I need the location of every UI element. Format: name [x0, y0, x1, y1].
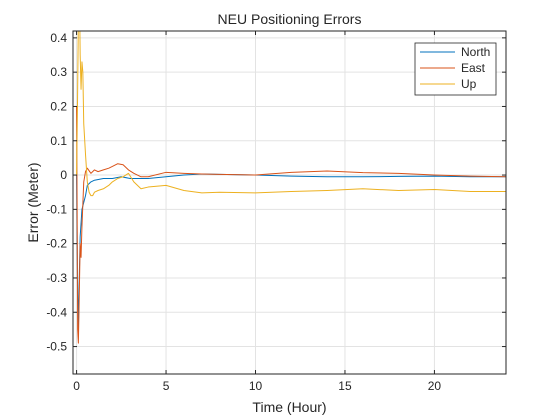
legend-label-north: North [461, 45, 490, 59]
series-line-east [76, 106, 506, 344]
y-tick-label: -0.3 [46, 271, 67, 285]
y-tick-label: 0.3 [50, 65, 67, 79]
x-tick-label: 0 [73, 379, 80, 393]
legend-label-up: Up [461, 77, 477, 91]
x-tick-label: 5 [163, 379, 170, 393]
y-tick-label: 0.1 [50, 134, 67, 148]
x-tick-label: 15 [338, 379, 352, 393]
y-axis-label: Error (Meter) [25, 162, 41, 242]
series-line-north [76, 173, 506, 330]
series-line-up [76, 31, 506, 197]
series-layer [76, 31, 506, 344]
ticks [73, 31, 506, 374]
x-axis-label: Time (Hour) [252, 399, 326, 415]
chart-title: NEU Positioning Errors [218, 11, 362, 27]
y-tick-label: 0.4 [50, 31, 67, 45]
x-tick-label: 20 [428, 379, 442, 393]
y-tick-label: -0.2 [46, 237, 67, 251]
legend-label-east: East [461, 61, 486, 75]
y-tick-label: 0 [60, 168, 67, 182]
x-tick-label: 10 [249, 379, 263, 393]
plot-frame [72, 30, 507, 375]
y-tick-label: -0.5 [46, 340, 67, 354]
tick-labels: 0 5 10 15 20 -0.5 -0.4 -0.3 -0.2 -0.1 0 0.1 0.2 0.3 0.… [46, 31, 441, 393]
legend: North East Up [414, 42, 497, 96]
y-tick-label: -0.1 [46, 202, 67, 216]
y-tick-label: -0.4 [46, 305, 67, 319]
y-tick-label: 0.2 [50, 99, 67, 113]
